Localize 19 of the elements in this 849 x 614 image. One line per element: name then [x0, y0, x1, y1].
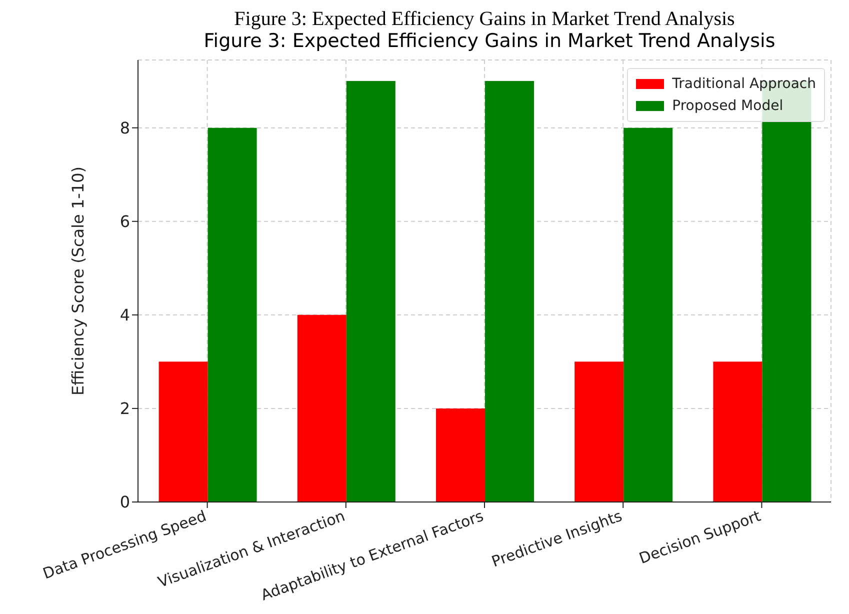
- bar: [713, 362, 762, 502]
- bar: [208, 128, 257, 502]
- y-tick-label: 4: [120, 306, 130, 325]
- bar: [484, 81, 534, 502]
- bar: [436, 408, 485, 502]
- y-tick-label: 0: [120, 492, 130, 512]
- y-axis-title: Efficiency Score (Scale 1-10): [68, 166, 88, 396]
- bar: [158, 362, 208, 502]
- y-tick-label: 8: [120, 118, 130, 138]
- y-tick-label: 6: [120, 212, 130, 232]
- caption: Figure 3: Expected Efficiency Gains in Market Trend Analysis: [233, 8, 736, 30]
- y-tick-label: 2: [120, 399, 130, 418]
- bar: [574, 362, 624, 502]
- bar: [297, 314, 346, 502]
- bar: [624, 128, 673, 502]
- legend-label: Traditional Approach: [672, 75, 816, 94]
- legend-label: Proposed Model: [672, 97, 784, 116]
- chart-title: Figure 3: Expected Efficiency Gains in Market Trend Analysis: [202, 30, 776, 52]
- bar: [346, 81, 396, 502]
